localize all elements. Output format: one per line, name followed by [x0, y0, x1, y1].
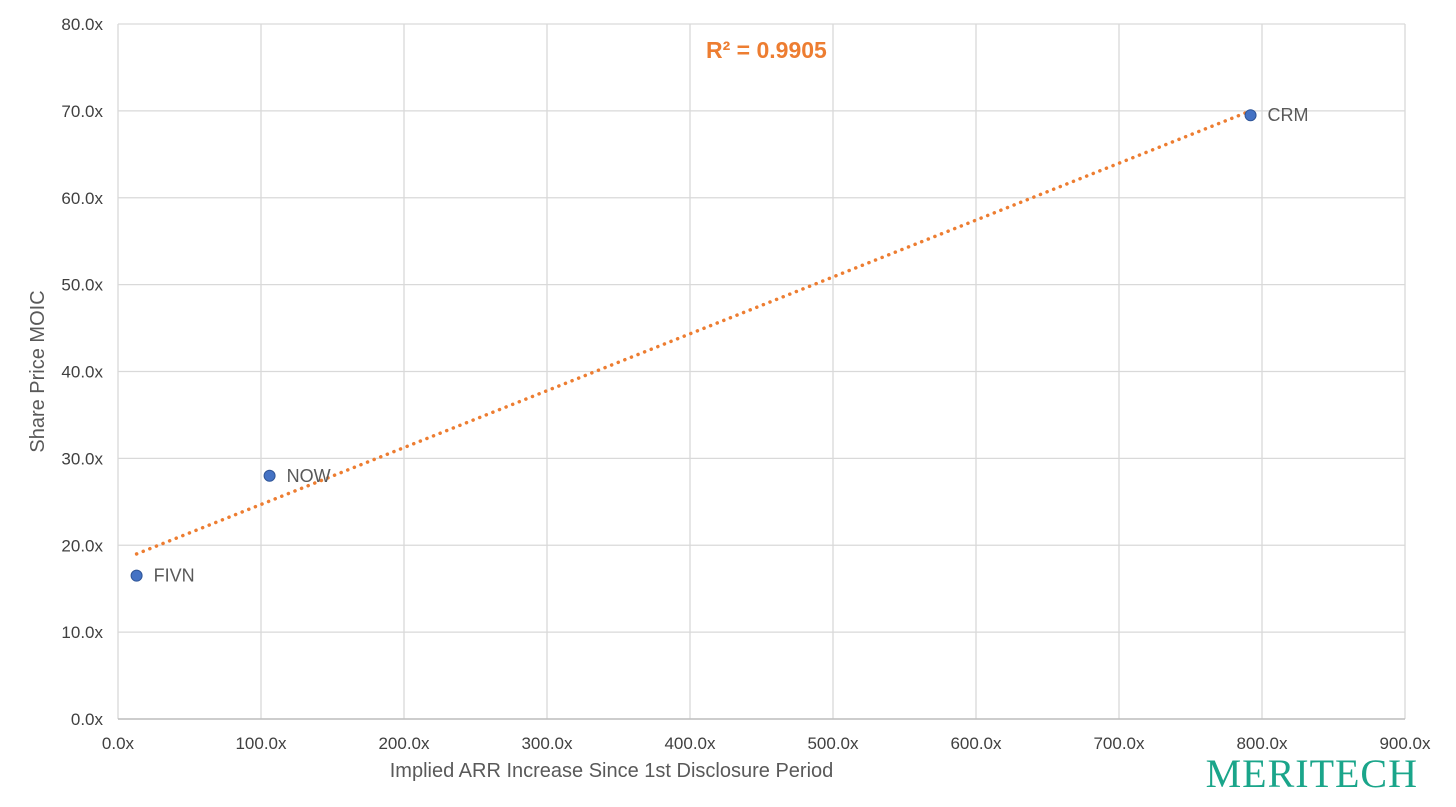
y-tick-label: 20.0x	[61, 536, 103, 555]
r-squared-annotation: R² = 0.9905	[706, 37, 827, 63]
x-tick-label: 700.0x	[1093, 734, 1145, 753]
x-tick-label: 900.0x	[1379, 734, 1431, 753]
meritech-logo: MERITECH	[1206, 750, 1418, 797]
y-tick-label: 0.0x	[71, 710, 104, 729]
point-label-now: NOW	[287, 466, 331, 486]
y-tick-label: 40.0x	[61, 363, 103, 382]
y-tick-label: 10.0x	[61, 623, 103, 642]
x-tick-label: 300.0x	[521, 734, 573, 753]
y-tick-label: 60.0x	[61, 189, 103, 208]
data-points: FIVN NOW CRM	[130, 105, 1309, 586]
trendline	[134, 109, 1253, 556]
x-tick-label: 500.0x	[807, 734, 859, 753]
y-tick-label: 50.0x	[61, 276, 103, 295]
x-tick-label: 800.0x	[1236, 734, 1288, 753]
y-axis-title: Share Price MOIC	[27, 290, 49, 452]
point-label-fivn: FIVN	[154, 566, 195, 586]
brand-text: MERITECH	[1205, 751, 1418, 796]
y-tick-label: 80.0x	[61, 15, 103, 34]
data-point-crm	[1244, 109, 1257, 122]
x-axis-title: Implied ARR Increase Since 1st Disclosur…	[390, 760, 834, 782]
tick-labels: 0.0x 100.0x 200.0x 300.0x 400.0x 500.0x 600.0x…	[61, 15, 1431, 753]
y-tick-label: 70.0x	[61, 102, 103, 121]
x-tick-label: 400.0x	[664, 734, 716, 753]
trendline-group	[134, 109, 1253, 556]
x-tick-label: 100.0x	[235, 734, 287, 753]
x-tick-label: 200.0x	[378, 734, 430, 753]
data-point-now	[263, 469, 276, 482]
x-tick-label: 0.0x	[102, 734, 135, 753]
y-tick-label: 30.0x	[61, 449, 103, 468]
x-tick-label: 600.0x	[950, 734, 1002, 753]
gridlines	[117, 23, 1406, 720]
data-point-fivn	[130, 569, 143, 582]
point-label-crm: CRM	[1268, 105, 1309, 125]
